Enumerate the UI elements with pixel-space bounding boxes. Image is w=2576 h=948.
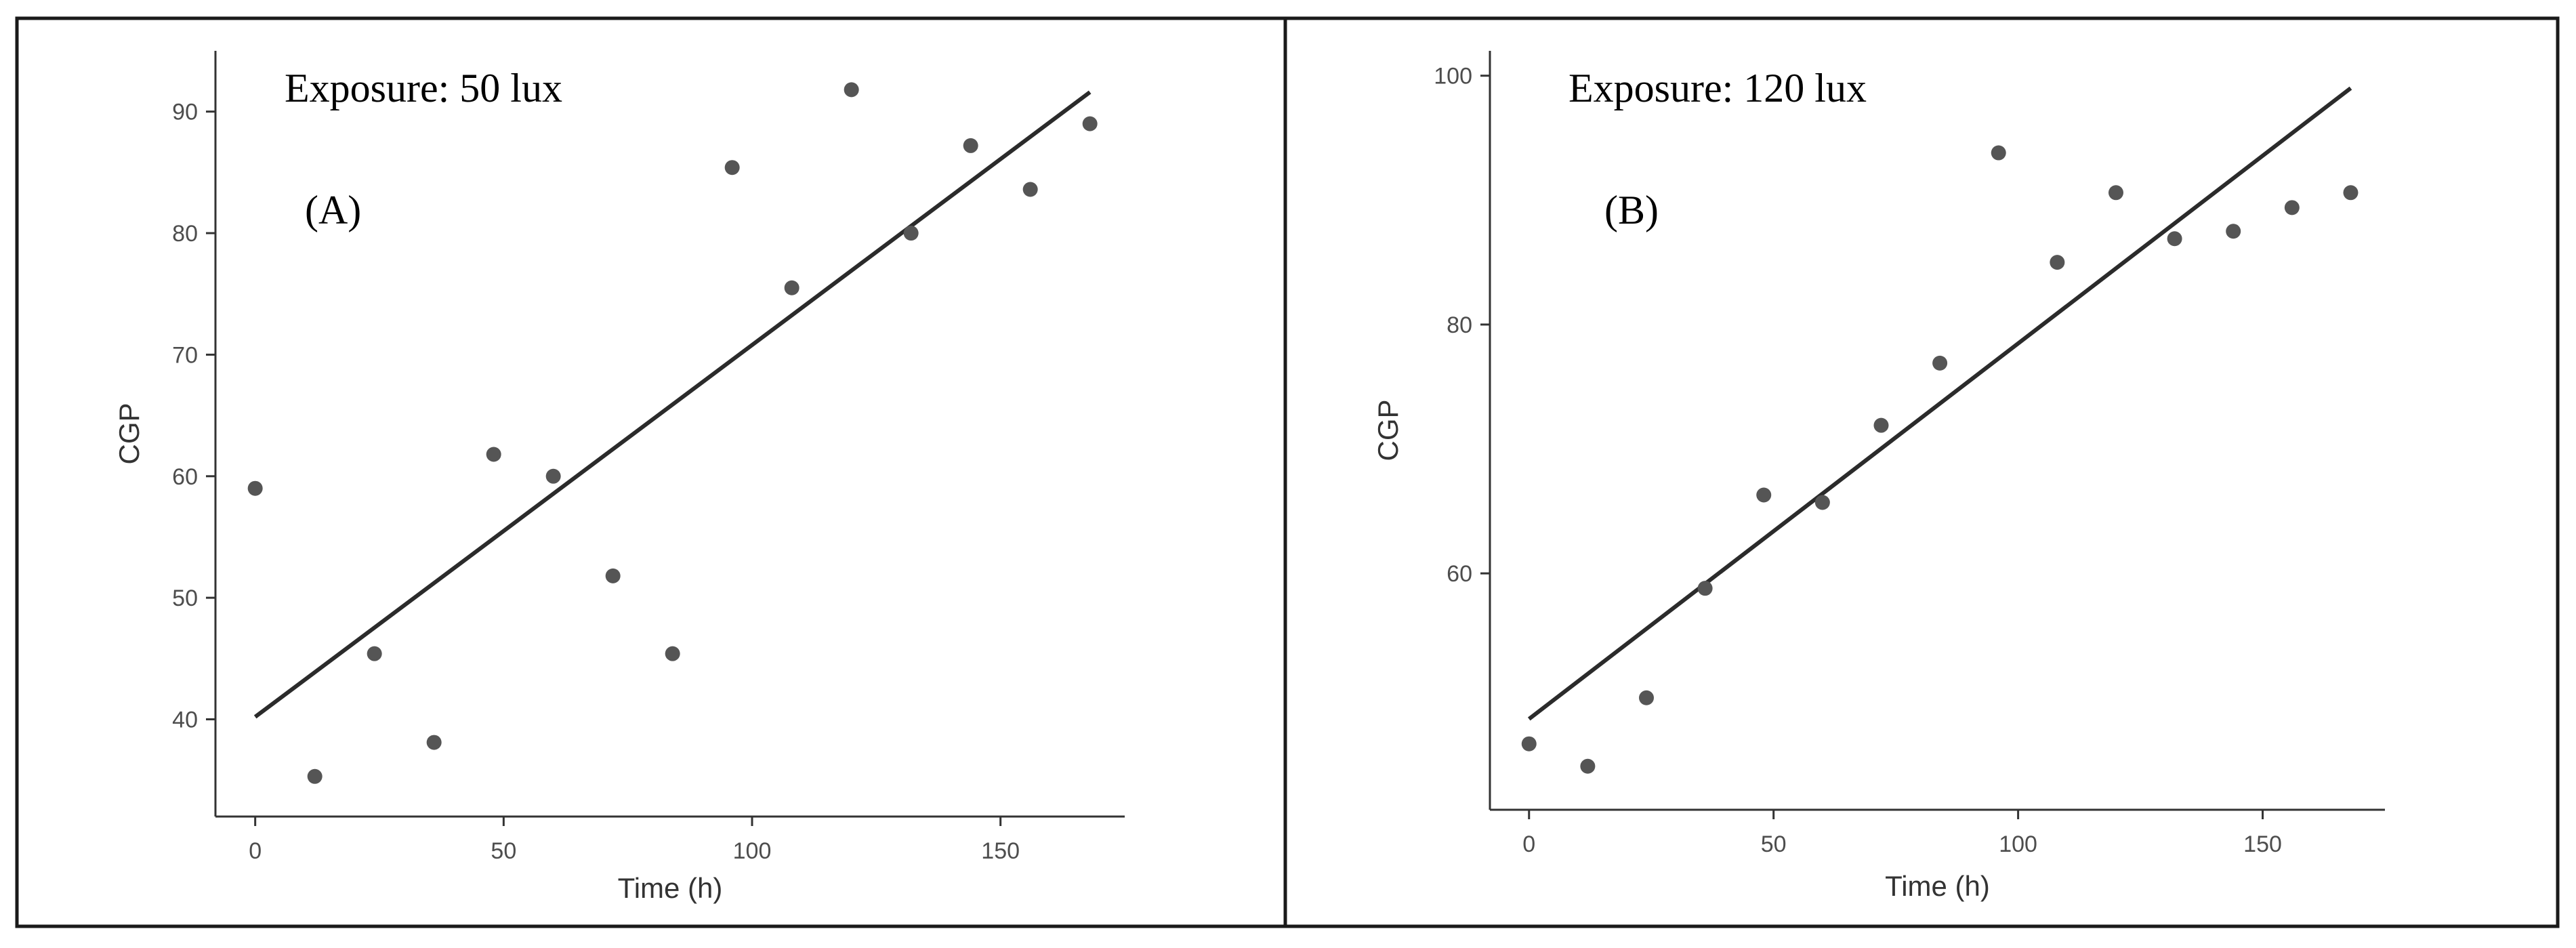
data-point [1697,581,1713,596]
data-point [665,646,680,661]
data-point [307,768,323,784]
y-tick-label: 40 [172,707,198,733]
data-point [545,468,561,484]
fit-line [1527,86,2352,721]
fit-line [253,90,1092,719]
exposure-annotation: Exposure: 120 lux [1569,66,1867,110]
x-tick-label: 0 [1522,831,1535,857]
data-point [1991,145,2006,161]
data-point [1814,495,1830,510]
panel-b: 0 50 100 150 60 80 100 Time (h) CGP Exposure: 120… [1372,51,2385,902]
data-point [2284,200,2300,215]
data-point [2108,185,2123,201]
panel-a: 0 50 100 150 40 50 60 70 80 90 Time (h) CGP Exposure… [113,51,1125,904]
y-tick-label: 80 [172,221,198,247]
panel-label: (B) [1604,188,1659,232]
x-tick-label: 100 [1999,831,2037,857]
x-tick-label: 50 [491,838,516,864]
data-point [247,480,263,496]
y-tick-label: 80 [1447,312,1472,338]
x-tick-label: 150 [981,838,1020,864]
panel-b-frame [1283,16,2560,928]
y-axis-title: CGP [113,403,145,464]
data-point [605,568,621,583]
y-tick-label: 50 [172,585,198,611]
x-axis-title: Time (h) [618,872,723,904]
x-tick-label: 0 [249,838,262,864]
y-axis-title: CGP [1372,399,1404,461]
y-tick-label: 100 [1434,64,1472,89]
x-tick-label: 150 [2243,831,2282,857]
data-point [1022,182,1038,197]
data-point [1873,417,1889,433]
data-point [963,138,978,153]
data-point [2226,224,2241,239]
data-point [426,735,442,750]
x-tick-label: 100 [733,838,772,864]
data-point [2343,185,2359,201]
x-axis-title: Time (h) [1885,870,1990,902]
data-point [1756,487,1772,503]
data-point [1638,690,1654,705]
data-point [724,160,740,176]
data-point [2167,231,2182,247]
y-tick-label: 70 [172,342,198,368]
data-point [367,646,382,661]
panel-label: (A) [305,188,361,232]
data-point [486,447,501,462]
data-point [1932,355,1948,371]
exposure-annotation: Exposure: 50 lux [285,66,562,110]
y-tick-label: 90 [172,100,198,125]
panel-a-frame [15,16,1287,928]
data-point [1521,736,1537,751]
data-point [1082,116,1098,131]
data-point [784,280,799,295]
x-tick-label: 50 [1761,831,1787,857]
data-point [2050,255,2065,270]
y-tick-label: 60 [1447,561,1472,587]
data-point [1580,758,1596,774]
data-point [903,226,919,241]
data-point [844,82,859,98]
y-tick-label: 60 [172,464,198,490]
